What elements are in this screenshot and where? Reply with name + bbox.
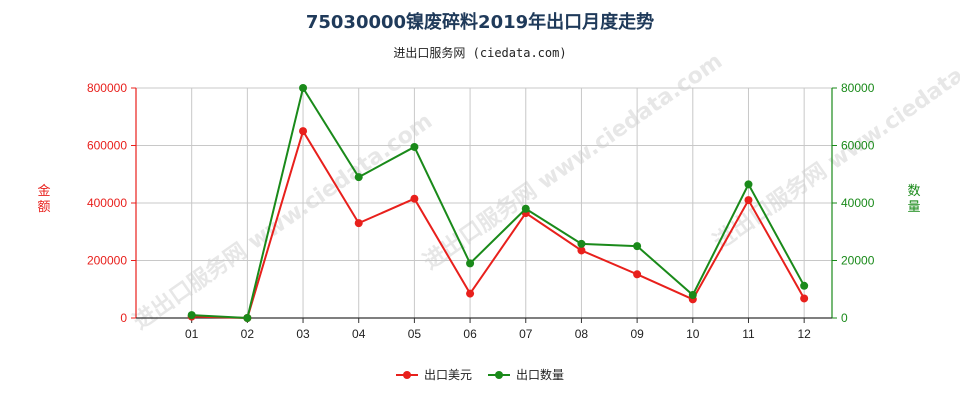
data-point — [633, 242, 642, 251]
data-point — [187, 311, 196, 320]
data-point — [633, 270, 642, 279]
data-point — [688, 291, 697, 299]
y-tick-label-right: 0 — [841, 311, 848, 325]
watermark-text: 进出口服务网 www.ciedata.com — [709, 29, 960, 255]
y-tick-label-right: 80000 — [841, 81, 875, 95]
x-tick-label: 09 — [630, 327, 644, 341]
grid-layer — [136, 87, 833, 318]
data-point — [800, 281, 809, 290]
y-tick-label-left: 800000 — [87, 81, 127, 95]
series-layer — [187, 84, 809, 322]
data-point — [577, 246, 586, 255]
x-tick-label: 05 — [408, 327, 422, 341]
y-tick-label-right: 40000 — [841, 196, 875, 210]
x-tick-label: 10 — [686, 327, 700, 341]
series-line — [191, 128, 806, 320]
x-tick-label: 04 — [352, 327, 366, 341]
x-tick-label: 12 — [797, 327, 811, 341]
data-point — [577, 239, 586, 248]
y-axis-title-left: 金额 — [37, 183, 50, 215]
data-point — [410, 142, 419, 151]
series-line — [191, 85, 806, 320]
x-tick-label: 02 — [241, 327, 255, 341]
legend-swatch-marker — [403, 371, 411, 379]
data-point — [299, 84, 308, 92]
data-point — [299, 127, 308, 136]
x-tick-label: 03 — [296, 327, 310, 341]
legend-label: 出口数量 — [516, 367, 564, 382]
y-tick-label-right: 20000 — [841, 254, 875, 268]
y-tick-label-left: 400000 — [87, 196, 127, 210]
x-tick-label: 01 — [185, 327, 199, 341]
chart-subtitle: 进出口服务网 (ciedata.com) — [393, 46, 567, 60]
data-point — [744, 196, 753, 205]
y-tick-label-left: 200000 — [87, 254, 127, 268]
x-tick-label: 11 — [742, 327, 755, 341]
legend: 出口美元 出口数量 — [396, 367, 564, 382]
watermark-text: 进出口服务网 www.ciedata.com — [419, 49, 727, 275]
data-point — [410, 194, 419, 203]
chart-title: 75030000镍废碎料2019年出口月度走势 — [305, 12, 655, 33]
x-tick-label: 06 — [463, 327, 477, 341]
x-tick-label: 08 — [575, 327, 589, 341]
legend-label: 出口美元 — [424, 368, 472, 382]
data-point — [466, 259, 475, 268]
y-axis-title-right: 数量 — [907, 184, 920, 215]
data-point — [243, 314, 252, 322]
data-point — [744, 180, 753, 189]
data-point — [800, 294, 809, 303]
watermark-text: 进出口服务网 www.ciedata.com — [129, 109, 437, 335]
y-tick-label-right: 60000 — [841, 139, 875, 153]
x-tick-label: 07 — [519, 327, 533, 341]
data-point — [354, 173, 363, 182]
y-tick-label-left: 600000 — [87, 139, 127, 153]
data-point — [354, 219, 363, 228]
data-point — [466, 289, 475, 298]
legend-swatch-marker — [495, 371, 503, 379]
data-point — [521, 204, 530, 213]
axes-layer: 0 200000 400000 600000 800000 0 20000 40000 6000… — [37, 81, 920, 341]
y-tick-label-left: 0 — [120, 311, 127, 325]
